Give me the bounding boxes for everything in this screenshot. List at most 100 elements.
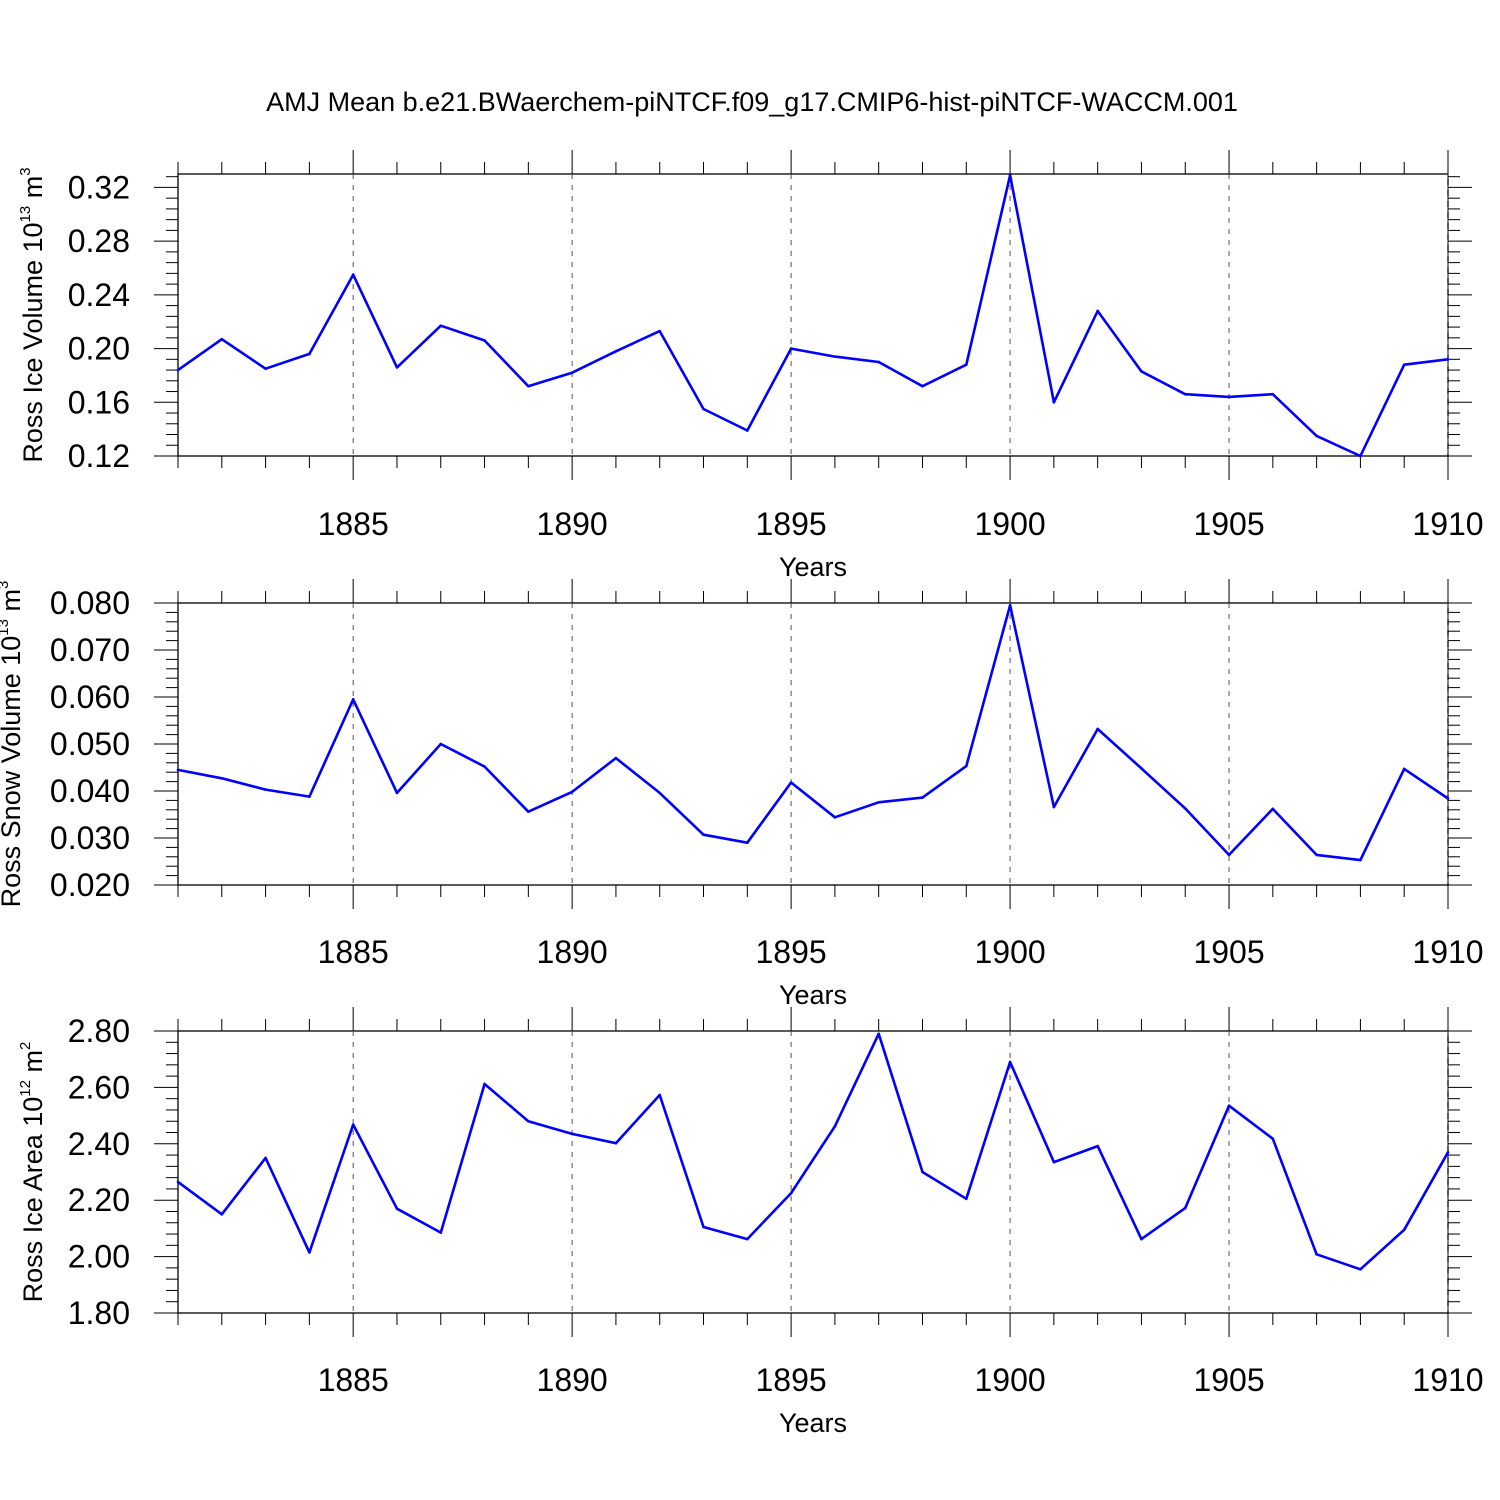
x-tick-label: 1900	[974, 506, 1045, 542]
x-axis-label: Years	[779, 980, 847, 1010]
x-tick-label: 1890	[537, 506, 608, 542]
data-point	[351, 273, 355, 277]
y-tick-label: 0.16	[68, 384, 130, 420]
data-point	[439, 742, 443, 746]
x-tick-label: 1905	[1193, 1362, 1264, 1398]
data-point	[439, 1231, 443, 1234]
data-point	[483, 339, 486, 342]
y-tick-label: 2.60	[68, 1069, 130, 1105]
x-tick-label: 1910	[1412, 934, 1483, 970]
data-point	[527, 810, 530, 813]
y-tick-label: 0.040	[50, 773, 130, 809]
data-point	[746, 429, 749, 432]
data-point	[1402, 1228, 1406, 1232]
y-tick-label: 0.24	[68, 277, 130, 313]
data-point	[921, 796, 924, 799]
series-line	[177, 1032, 1450, 1271]
x-tick-label: 1900	[974, 1362, 1045, 1398]
data-point	[1140, 1237, 1143, 1241]
data-point	[1096, 727, 1099, 731]
y-axis-label: Ross Ice Volume 1013 m3	[17, 167, 48, 462]
data-point	[877, 800, 880, 804]
y-tick-label: 0.030	[50, 820, 130, 856]
data-point	[1008, 174, 1012, 177]
data-point	[1359, 454, 1362, 458]
x-tick-label: 1890	[537, 934, 608, 970]
data-point	[308, 1251, 311, 1254]
data-point	[483, 765, 486, 768]
data-point	[877, 360, 880, 364]
data-point	[1446, 358, 1450, 361]
data-point	[395, 791, 399, 795]
y-tick-label: 0.020	[50, 867, 130, 903]
x-tick-label: 1895	[756, 1362, 827, 1398]
plot-frame	[177, 173, 1449, 457]
data-point	[746, 1237, 749, 1241]
data-point	[570, 1132, 574, 1136]
data-point	[220, 337, 224, 341]
series-line	[177, 174, 1449, 458]
data-point	[1096, 1144, 1099, 1148]
data-point	[1315, 853, 1318, 857]
data-point	[570, 371, 574, 375]
data-point	[1183, 807, 1187, 810]
y-tick-label: 2.00	[68, 1239, 130, 1275]
data-point	[1315, 434, 1318, 438]
data-point	[1052, 400, 1056, 404]
data-point	[614, 349, 618, 353]
data-point	[964, 764, 968, 768]
data-point	[1008, 1060, 1012, 1064]
data-point	[702, 407, 705, 411]
data-point	[264, 788, 267, 791]
y-tick-label: 0.070	[50, 632, 130, 668]
data-point	[789, 1191, 793, 1195]
data-point	[1052, 805, 1056, 809]
data-point	[614, 756, 618, 760]
data-point	[658, 791, 662, 795]
data-point	[658, 1093, 662, 1097]
data-point	[1271, 1137, 1275, 1141]
y-tick-label: 0.28	[68, 223, 130, 259]
data-point	[702, 1225, 705, 1229]
data-point	[789, 347, 793, 350]
data-point	[395, 366, 399, 369]
data-point	[1227, 395, 1231, 399]
x-tick-label: 1890	[537, 1362, 608, 1398]
data-point	[439, 324, 443, 328]
data-point	[527, 1119, 530, 1123]
data-point	[220, 1213, 224, 1216]
x-axis-label: Years	[779, 552, 847, 582]
x-axis-label: Years	[779, 1408, 847, 1438]
x-tick-label: 1885	[318, 934, 389, 970]
data-point	[921, 384, 924, 388]
data-point	[1446, 797, 1450, 800]
data-point	[1315, 1253, 1318, 1256]
data-point	[877, 1032, 880, 1036]
data-point	[833, 1125, 837, 1128]
data-point	[746, 841, 749, 844]
data-point	[1227, 853, 1231, 857]
data-point	[833, 355, 837, 358]
data-point	[1183, 392, 1187, 396]
y-tick-label: 0.050	[50, 726, 130, 762]
x-tick-label: 1910	[1412, 506, 1483, 542]
y-axis-label: Ross Snow Volume 1013 m3	[0, 581, 26, 908]
y-tick-label: 0.32	[68, 169, 130, 205]
x-tick-label: 1895	[756, 506, 827, 542]
data-point	[1402, 363, 1406, 366]
data-point	[1359, 858, 1362, 862]
data-point	[658, 329, 662, 333]
data-point	[527, 384, 530, 388]
data-point	[1183, 1206, 1187, 1210]
data-point	[1271, 392, 1275, 396]
y-axis-label: Ross Ice Area 1012 m2	[17, 1042, 48, 1303]
panel-ice-volume: 0.12 0.16 0.20 0.24 0.28 0.32 1885 1890 1895 1900…	[17, 150, 1484, 582]
data-point	[176, 768, 180, 772]
data-point	[702, 833, 705, 837]
data-point	[351, 1123, 355, 1126]
y-tick-label: 2.40	[68, 1126, 130, 1162]
series-line	[177, 603, 1449, 862]
plot-frame	[177, 1030, 1449, 1314]
